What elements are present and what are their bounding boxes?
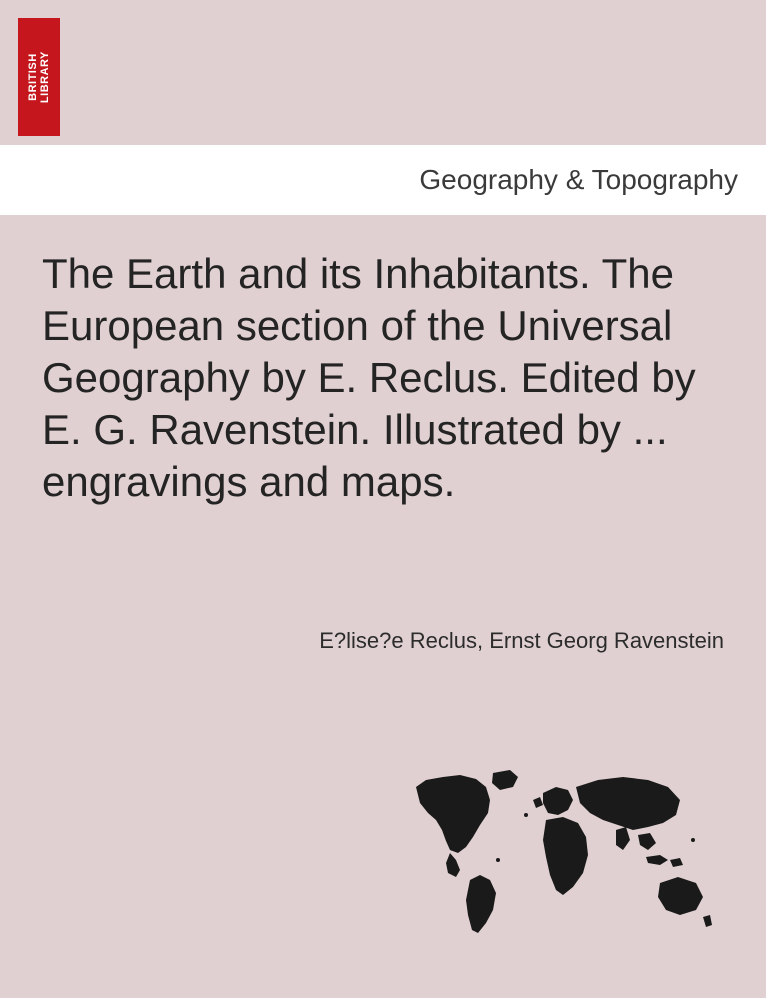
british-library-logo: BRITISH LIBRARY — [18, 18, 60, 136]
authors-line: E?lise?e Reclus, Ernst Georg Ravenstein — [42, 628, 724, 654]
logo-line-2: LIBRARY — [39, 51, 51, 103]
world-map-svg — [398, 765, 718, 940]
logo-line-1: BRITISH — [27, 53, 39, 101]
category-label: Geography & Topography — [419, 164, 738, 196]
category-band: Geography & Topography — [0, 145, 766, 215]
logo-text: BRITISH LIBRARY — [27, 51, 51, 103]
world-map-icon — [398, 765, 718, 940]
book-title: The Earth and its Inhabitants. The Europ… — [42, 248, 724, 508]
